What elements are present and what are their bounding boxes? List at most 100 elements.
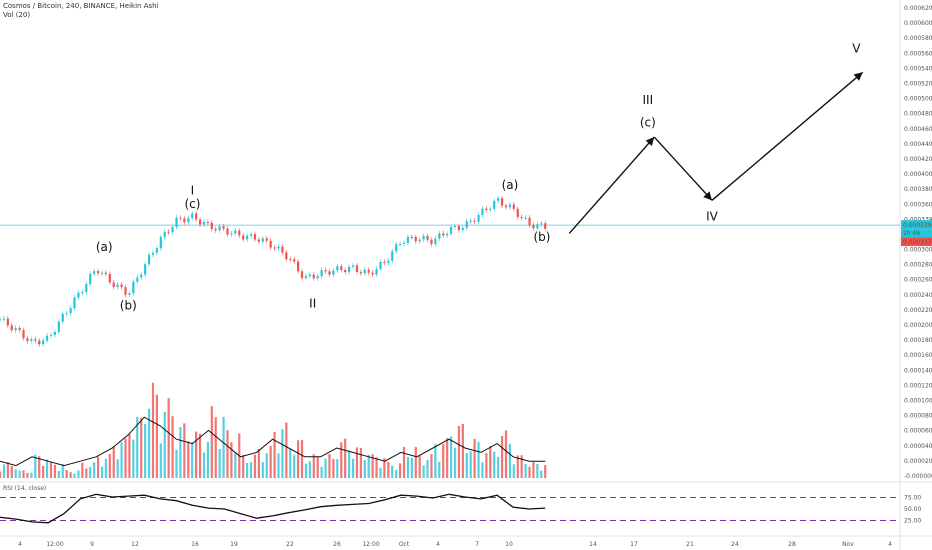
candle: [230, 233, 233, 235]
volume-bar: [340, 442, 343, 478]
volume-bar: [120, 442, 123, 478]
candle: [300, 271, 304, 279]
rsi-panel: RSI (14, close) 75.00 50.00 25.00: [0, 485, 921, 525]
volume-bar: [128, 433, 131, 478]
volume-bar: [508, 443, 512, 478]
volume-bar: [49, 462, 53, 478]
volume-bar: [457, 426, 461, 478]
candle: [304, 276, 308, 279]
volume-bar: [100, 466, 104, 478]
volume-bar: [449, 436, 453, 478]
volume-bar: [249, 462, 253, 478]
volume-bar: [218, 448, 221, 478]
volume-bar: [38, 456, 41, 478]
volume-bar: [473, 438, 476, 478]
candle: [42, 340, 45, 345]
candle: [497, 198, 500, 201]
candle: [242, 235, 245, 240]
candle: [163, 231, 166, 238]
volume-bar: [96, 456, 100, 478]
candle: [532, 225, 535, 229]
time-tick-label: 22: [286, 541, 294, 548]
candle: [69, 308, 72, 314]
time-tick-label: 14: [589, 541, 597, 548]
volume-bar: [524, 463, 527, 478]
candle: [457, 226, 461, 231]
volume-bar: [93, 462, 96, 478]
candle: [104, 272, 108, 275]
volume-bar: [269, 446, 272, 478]
candle: [340, 266, 343, 271]
time-tick-label: 17: [630, 541, 638, 548]
candle: [344, 270, 347, 272]
volume-bar: [391, 465, 394, 478]
volume-bar: [144, 423, 147, 478]
volume-bar: [73, 473, 76, 478]
volume-bar: [234, 452, 237, 478]
volume-bar: [308, 461, 311, 478]
candle: [210, 222, 213, 230]
candle: [206, 221, 209, 223]
volume-bar: [89, 466, 92, 478]
candle: [391, 251, 394, 261]
volume-bar: [230, 442, 233, 478]
candle: [371, 272, 374, 275]
candle: [351, 265, 355, 267]
candle: [375, 268, 378, 275]
volume-bar: [540, 470, 543, 478]
volume-bar: [85, 468, 88, 478]
volume-bar: [65, 470, 68, 478]
rsi-tick-label: 50.00: [904, 506, 921, 513]
candle: [293, 259, 296, 262]
candle: [53, 331, 57, 335]
volume-bar: [10, 466, 13, 478]
volume-bar: [2, 464, 6, 478]
volume-bar: [316, 456, 319, 478]
candle: [45, 335, 49, 341]
volume-bar: [18, 470, 21, 478]
volume-bar: [195, 431, 198, 478]
volume-bar: [167, 398, 170, 478]
volume-bar: [253, 454, 257, 478]
wave-label: (c): [640, 116, 656, 130]
price-tick-label: 0.0000200: [904, 458, 932, 465]
wave-label: (c): [184, 197, 200, 211]
volume-bar: [22, 470, 25, 478]
volume-bar: [206, 442, 209, 478]
candle: [540, 223, 543, 225]
volume-bar: [210, 406, 213, 478]
volume-bar: [81, 462, 84, 478]
volume-bar: [442, 443, 445, 478]
candle: [2, 318, 6, 320]
candle: [430, 239, 433, 245]
candle: [128, 293, 131, 295]
wave-label: V: [852, 42, 861, 56]
candle: [151, 252, 155, 255]
candle: [253, 234, 257, 240]
candle: [328, 271, 331, 275]
candle: [406, 237, 410, 243]
volume-bar: [516, 455, 519, 478]
candle: [187, 218, 190, 223]
volume-bar: [430, 454, 433, 478]
volume-bar: [532, 462, 535, 478]
candle: [112, 282, 115, 287]
candle: [426, 235, 429, 240]
time-tick-label: 16: [191, 541, 199, 548]
volume-bar: [132, 439, 135, 478]
candle: [485, 208, 488, 210]
volume-bar: [261, 462, 264, 478]
volume-bar: [191, 442, 194, 478]
volume-bar: [265, 453, 268, 478]
projection-arrow: [568, 136, 655, 234]
volume-bar: [104, 458, 108, 478]
volume-bar: [410, 457, 413, 478]
candle: [198, 219, 202, 225]
volume-bar: [77, 470, 80, 478]
